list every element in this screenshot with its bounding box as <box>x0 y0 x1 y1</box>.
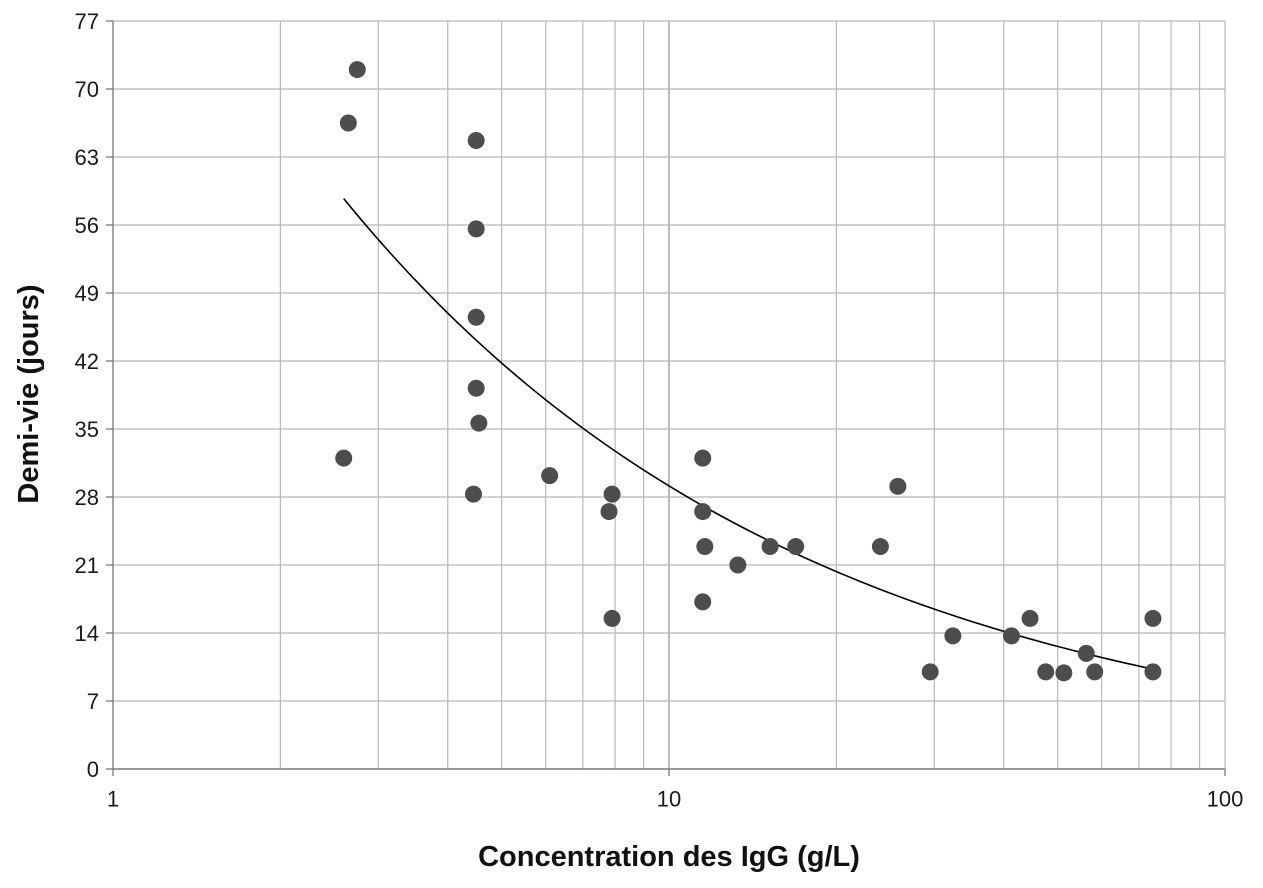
data-point <box>694 593 712 611</box>
x-tick-label: 1 <box>107 787 119 812</box>
axes <box>106 20 1226 776</box>
data-point <box>729 556 747 574</box>
data-point <box>694 503 712 521</box>
data-point <box>1144 663 1162 681</box>
data-point <box>541 467 559 485</box>
data-point <box>467 379 485 397</box>
x-tick-label: 100 <box>1207 787 1244 812</box>
y-tick-label: 77 <box>75 9 99 34</box>
data-point <box>603 485 621 503</box>
data-point <box>944 627 962 645</box>
data-point <box>464 485 482 503</box>
data-point <box>600 503 618 521</box>
data-point <box>470 414 488 432</box>
data-point <box>339 114 357 132</box>
data-point <box>889 477 907 495</box>
data-point <box>696 538 714 556</box>
data-point <box>921 663 939 681</box>
data-point <box>1002 627 1020 645</box>
y-tick-label: 35 <box>75 417 99 442</box>
x-tick-label: 10 <box>657 787 681 812</box>
data-point <box>1037 663 1055 681</box>
data-point <box>603 609 621 627</box>
x-tick-labels: 1 10 100 <box>107 787 1243 812</box>
y-tick-label: 70 <box>75 77 99 102</box>
trend-line <box>343 198 1154 670</box>
data-point <box>1144 609 1162 627</box>
data-point <box>871 538 889 556</box>
data-point <box>467 308 485 326</box>
y-tick-label: 7 <box>87 689 99 714</box>
y-tick-label: 28 <box>75 485 99 510</box>
data-point <box>335 449 353 467</box>
data-points <box>335 61 1162 682</box>
grid <box>113 20 1225 770</box>
data-point <box>694 449 712 467</box>
data-point <box>467 131 485 149</box>
x-axis-title: Concentration des IgG (g/L) <box>478 841 860 873</box>
y-tick-label: 49 <box>75 281 99 306</box>
data-point <box>348 61 366 79</box>
y-tick-label: 14 <box>75 621 99 646</box>
y-tick-label: 0 <box>87 757 99 782</box>
data-point <box>787 538 805 556</box>
y-tick-label: 63 <box>75 145 99 170</box>
data-point <box>1055 664 1073 682</box>
data-point <box>761 538 779 556</box>
y-tick-labels: 0 7 14 21 28 35 42 49 56 63 70 77 <box>75 9 99 782</box>
y-axis-title: Demi-vie (jours) <box>13 284 45 503</box>
y-tick-label: 42 <box>75 349 99 374</box>
data-point <box>1086 663 1104 681</box>
data-point <box>467 220 485 238</box>
y-tick-label: 21 <box>75 553 99 578</box>
y-tick-label: 56 <box>75 213 99 238</box>
data-point <box>1077 644 1095 662</box>
data-point <box>1021 609 1039 627</box>
